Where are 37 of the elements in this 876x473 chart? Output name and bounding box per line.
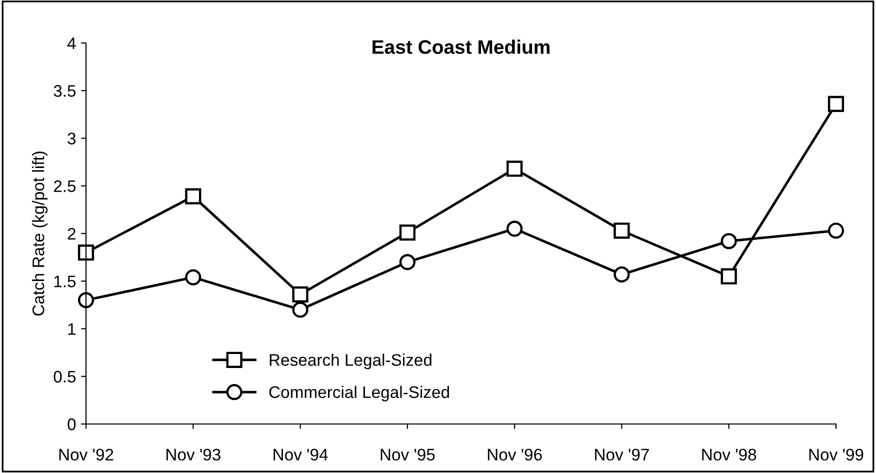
x-tick-label: Nov '93 — [166, 448, 220, 461]
point — [720, 268, 737, 284]
y-tick-label: 0 — [68, 418, 76, 430]
point — [399, 254, 416, 270]
y-tick-label: 1.5 — [54, 276, 76, 288]
y-axis-title: Catch Rate (kg/pot lift) — [32, 152, 48, 316]
point — [399, 224, 416, 241]
point — [828, 222, 844, 239]
x-tick-label: Nov '98 — [702, 448, 756, 461]
y-tick-label: 1 — [68, 323, 76, 335]
y-tick-label: 3.5 — [54, 85, 76, 97]
point — [506, 160, 523, 177]
point — [292, 302, 308, 318]
x-tick-label: Nov '97 — [595, 448, 649, 461]
point — [720, 233, 737, 250]
point — [614, 222, 630, 239]
y-tick-label: 0.5 — [54, 370, 76, 383]
x-tick-label: Nov '96 — [488, 448, 542, 461]
y-tick-label: 2 — [68, 228, 76, 240]
legend-label: Commercial Legal-Sized — [269, 386, 449, 402]
point — [292, 286, 308, 303]
y-tick-label: 2.5 — [54, 180, 76, 192]
point — [506, 220, 523, 237]
x-tick-label: Nov '94 — [274, 448, 328, 461]
point — [185, 269, 202, 286]
x-tick-label: Nov '95 — [380, 448, 435, 461]
y-tick-label: 4 — [67, 38, 76, 50]
point — [185, 188, 202, 204]
point — [78, 244, 94, 261]
y-tick-label: 3 — [68, 132, 76, 144]
x-tick-label: Nov '99 — [809, 448, 864, 461]
point — [78, 292, 94, 308]
x-tick-label: Nov '92 — [59, 448, 114, 461]
chart-title: East Coast Medium — [372, 40, 550, 54]
point — [614, 266, 630, 283]
legend-label: Research Legal-Sized — [270, 354, 432, 370]
point — [828, 96, 844, 112]
